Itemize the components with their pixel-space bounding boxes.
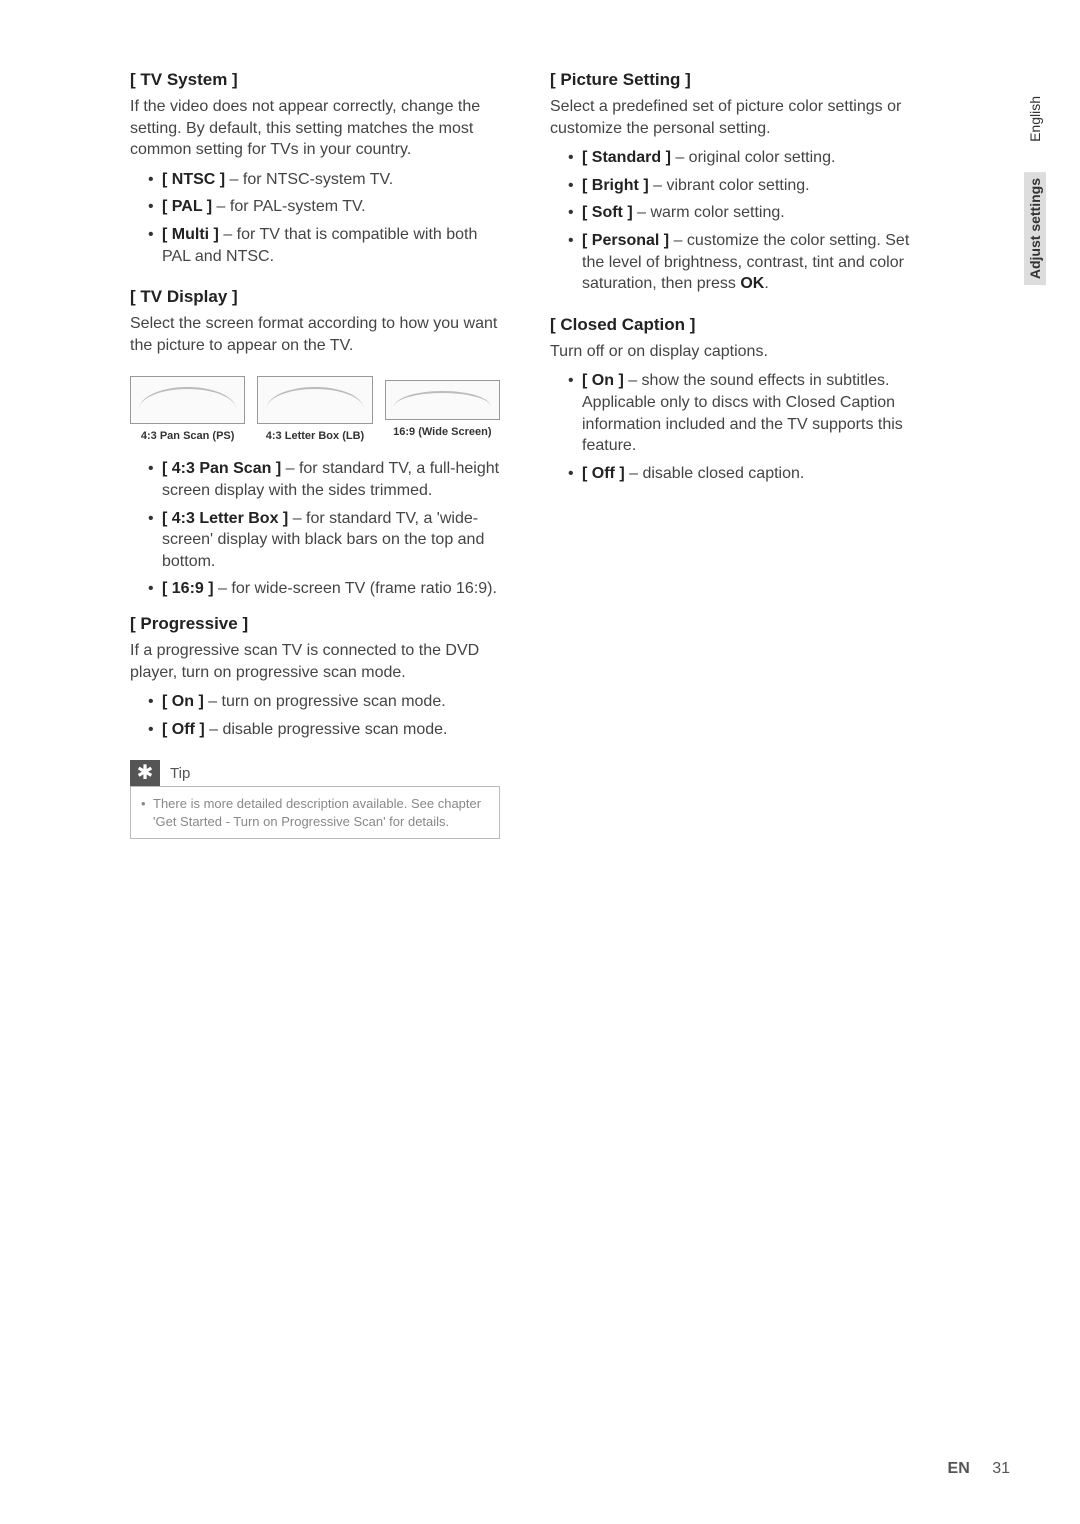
heading-progressive: [ Progressive ] bbox=[130, 614, 500, 634]
option-text: – for PAL-system TV. bbox=[212, 198, 366, 215]
desc-tv-system: If the video does not appear correctly, … bbox=[130, 96, 500, 161]
heading-tv-system: [ TV System ] bbox=[130, 70, 500, 90]
option-text: – vibrant color setting. bbox=[649, 177, 810, 194]
aspect-label: 4:3 Pan Scan (PS) bbox=[130, 430, 245, 442]
list-item: [ Off ] – disable closed caption. bbox=[568, 463, 930, 485]
side-tab-section: Adjust settings bbox=[1024, 172, 1046, 285]
option-text: – disable progressive scan mode. bbox=[205, 721, 448, 738]
option-text: – for wide-screen TV (frame ratio 16:9). bbox=[214, 580, 497, 597]
option-text: – disable closed caption. bbox=[625, 465, 805, 482]
aspect-diagram-widescreen bbox=[385, 380, 500, 420]
list-item: [ On ] – show the sound effects in subti… bbox=[568, 370, 930, 456]
option-text: – show the sound effects in subtitles. A… bbox=[582, 372, 903, 454]
option-label: [ Off ] bbox=[582, 465, 625, 482]
option-label: [ On ] bbox=[162, 693, 204, 710]
heading-tv-display: [ TV Display ] bbox=[130, 287, 500, 307]
list-item: [ 4:3 Pan Scan ] – for standard TV, a fu… bbox=[148, 458, 500, 501]
aspect-label: 4:3 Letter Box (LB) bbox=[257, 430, 372, 442]
asterisk-icon: ✱ bbox=[130, 760, 160, 786]
tip-header: ✱ Tip bbox=[130, 760, 500, 786]
list-tv-display: [ 4:3 Pan Scan ] – for standard TV, a fu… bbox=[130, 458, 500, 600]
option-text: – original color setting. bbox=[671, 149, 836, 166]
section-tv-display: [ TV Display ] Select the screen format … bbox=[130, 287, 500, 356]
option-label: [ Soft ] bbox=[582, 204, 633, 221]
option-label: [ PAL ] bbox=[162, 198, 212, 215]
ok-label: OK bbox=[740, 275, 764, 292]
option-label: [ 4:3 Letter Box ] bbox=[162, 510, 288, 527]
option-text: – warm color setting. bbox=[633, 204, 785, 221]
list-item: [ NTSC ] – for NTSC-system TV. bbox=[148, 169, 500, 191]
tip-box: ✱ Tip There is more detailed description… bbox=[130, 760, 500, 839]
option-label: [ Personal ] bbox=[582, 232, 669, 249]
list-picture-setting: [ Standard ] – original color setting. [… bbox=[550, 147, 930, 295]
option-label: [ On ] bbox=[582, 372, 624, 389]
aspect-item: 16:9 (Wide Screen) bbox=[385, 376, 500, 442]
desc-closed-caption: Turn off or on display captions. bbox=[550, 341, 930, 363]
option-text: – turn on progressive scan mode. bbox=[204, 693, 446, 710]
list-item: [ Soft ] – warm color setting. bbox=[568, 202, 930, 224]
desc-progressive: If a progressive scan TV is connected to… bbox=[130, 640, 500, 683]
aspect-ratio-row: 4:3 Pan Scan (PS) 4:3 Letter Box (LB) 16… bbox=[130, 376, 500, 442]
heading-closed-caption: [ Closed Caption ] bbox=[550, 315, 930, 335]
option-label: [ Off ] bbox=[162, 721, 205, 738]
section-picture-setting: [ Picture Setting ] Select a predefined … bbox=[550, 70, 930, 295]
list-closed-caption: [ On ] – show the sound effects in subti… bbox=[550, 370, 930, 484]
option-text: – for NTSC-system TV. bbox=[225, 171, 393, 188]
list-item: [ Bright ] – vibrant color setting. bbox=[568, 175, 930, 197]
option-label: [ 4:3 Pan Scan ] bbox=[162, 460, 281, 477]
footer-lang: EN bbox=[948, 1460, 970, 1477]
desc-tv-display: Select the screen format according to ho… bbox=[130, 313, 500, 356]
list-item: [ Personal ] – customize the color setti… bbox=[568, 230, 930, 295]
list-item: [ 16:9 ] – for wide-screen TV (frame rat… bbox=[148, 578, 500, 600]
option-text-after: . bbox=[764, 275, 768, 292]
section-tv-system: [ TV System ] If the video does not appe… bbox=[130, 70, 500, 267]
page-footer: EN 31 bbox=[948, 1460, 1010, 1478]
option-label: [ 16:9 ] bbox=[162, 580, 214, 597]
side-tab-language: English bbox=[1024, 90, 1046, 148]
tip-body: There is more detailed description avail… bbox=[130, 786, 500, 839]
desc-picture-setting: Select a predefined set of picture color… bbox=[550, 96, 930, 139]
aspect-item: 4:3 Pan Scan (PS) bbox=[130, 376, 245, 442]
side-tabs: English Adjust settings bbox=[1024, 90, 1046, 285]
aspect-diagram-panscan bbox=[130, 376, 245, 424]
option-label: [ Standard ] bbox=[582, 149, 671, 166]
option-label: [ Multi ] bbox=[162, 226, 219, 243]
section-progressive: [ Progressive ] If a progressive scan TV… bbox=[130, 614, 500, 740]
section-closed-caption: [ Closed Caption ] Turn off or on displa… bbox=[550, 315, 930, 485]
list-tv-system: [ NTSC ] – for NTSC-system TV. [ PAL ] –… bbox=[130, 169, 500, 267]
tip-text: There is more detailed description avail… bbox=[141, 795, 489, 830]
tip-label: Tip bbox=[160, 765, 190, 782]
aspect-item: 4:3 Letter Box (LB) bbox=[257, 376, 372, 442]
aspect-label: 16:9 (Wide Screen) bbox=[385, 426, 500, 438]
list-progressive: [ On ] – turn on progressive scan mode. … bbox=[130, 691, 500, 740]
option-label: [ NTSC ] bbox=[162, 171, 225, 188]
list-item: [ On ] – turn on progressive scan mode. bbox=[148, 691, 500, 713]
left-column: [ TV System ] If the video does not appe… bbox=[130, 70, 500, 839]
aspect-diagram-letterbox bbox=[257, 376, 372, 424]
list-item: [ Standard ] – original color setting. bbox=[568, 147, 930, 169]
footer-page-number: 31 bbox=[992, 1460, 1010, 1477]
option-label: [ Bright ] bbox=[582, 177, 649, 194]
list-item: [ Off ] – disable progressive scan mode. bbox=[148, 719, 500, 741]
list-item: [ Multi ] – for TV that is compatible wi… bbox=[148, 224, 500, 267]
list-item: [ PAL ] – for PAL-system TV. bbox=[148, 196, 500, 218]
heading-picture-setting: [ Picture Setting ] bbox=[550, 70, 930, 90]
list-item: [ 4:3 Letter Box ] – for standard TV, a … bbox=[148, 508, 500, 573]
right-column: [ Picture Setting ] Select a predefined … bbox=[550, 70, 930, 839]
